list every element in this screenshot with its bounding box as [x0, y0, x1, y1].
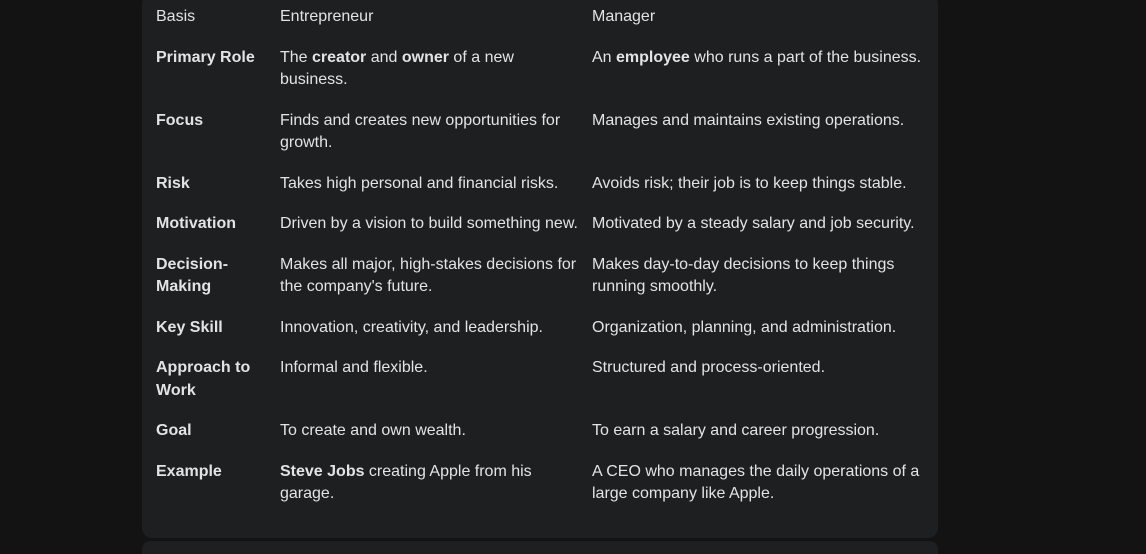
cell-entrepreneur: To create and own wealth.: [280, 410, 592, 451]
cell-text: Manages and maintains existing operation…: [592, 111, 905, 129]
cell-text: A CEO who manages the daily operations o…: [592, 462, 920, 503]
column-header-manager: Manager: [592, 8, 656, 25]
cell-basis: Risk: [156, 174, 190, 192]
cell-basis: Key Skill: [156, 318, 223, 336]
emphasis-text: employee: [616, 48, 690, 66]
cell-text: creating Apple from his garage.: [280, 462, 532, 503]
cell-basis: Focus: [156, 111, 204, 129]
cell-basis: Approach to Work: [156, 359, 251, 399]
cell-entrepreneur: Takes high personal and financial risks.: [280, 163, 592, 204]
cell-text: Structured and process-oriented.: [592, 359, 826, 376]
cell-text: To earn a salary and career progression.: [592, 422, 880, 439]
cell-manager: Organization, planning, and administrati…: [592, 307, 938, 348]
column-header-basis: Basis: [156, 8, 196, 25]
table-row: Primary Role The creator and owner of a n…: [142, 37, 938, 100]
cell-manager: Makes day-to-day decisions to keep thing…: [592, 244, 938, 307]
cell-entrepreneur: Finds and creates new opportunities for …: [280, 100, 592, 163]
cell-text: Organization, planning, and administrati…: [592, 318, 897, 336]
table-row: Decision-Making Makes all major, high-sta…: [142, 244, 938, 307]
cell-text: An: [592, 48, 617, 66]
cell-text: and: [366, 48, 402, 66]
cell-basis: Decision-Making: [156, 255, 229, 296]
emphasis-text: Steve Jobs: [280, 462, 365, 480]
cell-basis: Goal: [156, 422, 192, 439]
cell-text: To create and own wealth.: [280, 422, 466, 439]
table-row: Motivation Driven by a vision to build so…: [142, 203, 938, 244]
cell-text: Informal and flexible.: [280, 359, 428, 376]
cell-entrepreneur: Informal and flexible.: [280, 347, 592, 410]
table-row: Key Skill Innovation, creativity, and lea…: [142, 307, 938, 348]
cell-entrepreneur: Innovation, creativity, and leadership.: [280, 307, 592, 348]
emphasis-text: creator: [312, 48, 367, 66]
cell-text: Makes day-to-day decisions to keep thing…: [592, 255, 895, 296]
table-row: Risk Takes high personal and financial ri…: [142, 163, 938, 204]
cell-text: Innovation, creativity, and leadership.: [280, 318, 543, 336]
emphasis-text: owner: [401, 48, 449, 66]
cell-manager: A CEO who manages the daily operations o…: [592, 451, 938, 514]
table-row: Example Steve Jobs creating Apple from hi…: [142, 451, 938, 514]
cell-manager: Manages and maintains existing operation…: [592, 100, 938, 163]
table-row: Approach to Work Informal and flexible. St…: [142, 347, 938, 410]
cell-manager: Motivated by a steady salary and job sec…: [592, 203, 938, 244]
cell-text: Finds and creates new opportunities for …: [280, 111, 561, 152]
cell-text: Takes high personal and financial risks.: [280, 174, 559, 192]
cell-entrepreneur: Steve Jobs creating Apple from his garag…: [280, 451, 592, 514]
cell-text: Makes all major, high-stakes decisions f…: [280, 255, 577, 296]
table-row: Focus Finds and creates new opportunities…: [142, 100, 938, 163]
cell-text: Driven by a vision to build something ne…: [280, 215, 578, 232]
cell-manager: Avoids risk; their job is to keep things…: [592, 163, 938, 204]
cell-text: Motivated by a steady salary and job sec…: [592, 215, 915, 232]
cell-basis: Example: [156, 462, 222, 480]
next-response-panel: [142, 541, 938, 554]
table-header-row: Basis Entrepreneur Manager: [142, 0, 938, 37]
cell-entrepreneur: Driven by a vision to build something ne…: [280, 203, 592, 244]
cell-manager: To earn a salary and career progression.: [592, 410, 938, 451]
comparison-table: Basis Entrepreneur Manager Primary Role T…: [142, 0, 938, 514]
cell-basis: Primary Role: [156, 48, 255, 66]
column-header-entrepreneur: Entrepreneur: [280, 8, 374, 25]
table-row: Goal To create and own wealth. To earn a s…: [142, 410, 938, 451]
table-header: Basis Entrepreneur Manager: [142, 0, 938, 37]
cell-text: The: [280, 48, 313, 66]
response-table-panel: [142, 0, 938, 538]
cell-manager: An employee who runs a part of the busin…: [592, 37, 938, 100]
cell-manager: Structured and process-oriented.: [592, 347, 938, 410]
cell-entrepreneur: The creator and owner of a new business.: [280, 37, 592, 100]
table-body: Primary Role The creator and owner of a n…: [142, 37, 938, 514]
cell-text: Avoids risk; their job is to keep things…: [592, 174, 907, 192]
cell-basis: Motivation: [156, 215, 236, 232]
cell-entrepreneur: Makes all major, high-stakes decisions f…: [280, 244, 592, 307]
cell-text: who runs a part of the business.: [689, 48, 922, 66]
cell-text: of a new business.: [280, 48, 514, 89]
